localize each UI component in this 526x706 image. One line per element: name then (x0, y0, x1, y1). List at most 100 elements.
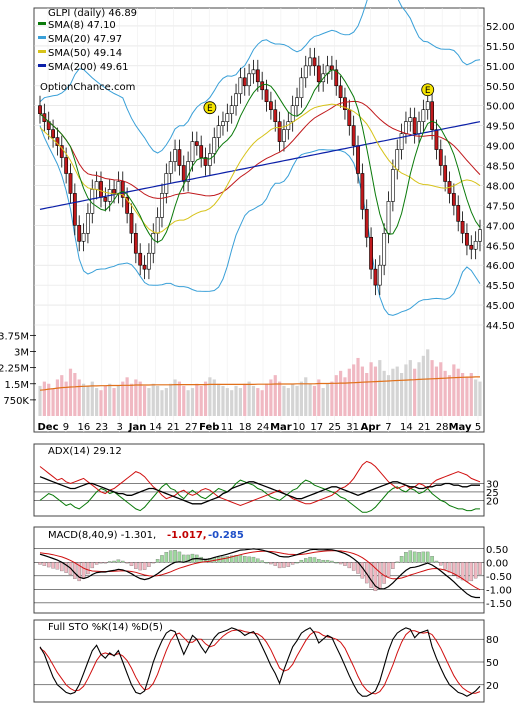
candle-body (312, 57, 317, 67)
candle-body (212, 137, 217, 154)
macd-histogram-bar (260, 560, 264, 563)
date-tick-label: 21 (167, 422, 180, 433)
volume-bar (304, 377, 308, 416)
date-tick-label: 27 (185, 422, 198, 433)
macd-histogram-bar (330, 560, 334, 563)
volume-tick-label: 3M (14, 348, 29, 359)
volume-bar (330, 381, 334, 416)
macd-tick-label: -1.00 (486, 585, 512, 596)
macd-histogram-bar (473, 562, 478, 579)
stochastic-tick-label: 20 (486, 681, 499, 692)
legend-entry: SMA(200) 49.61 (48, 62, 129, 73)
macd-histogram-bar (465, 562, 469, 582)
volume-bar (317, 379, 321, 416)
macd-histogram-bar (364, 562, 369, 584)
earnings-marker (421, 83, 435, 97)
volume-bar (81, 383, 86, 416)
candle-body (147, 252, 151, 270)
earnings-marker (203, 101, 217, 115)
macd-histogram-bar (86, 562, 90, 575)
candle-body (469, 244, 474, 250)
macd-label: MACD(8,40,9) -1.301, (48, 530, 156, 541)
macd-histogram-bar (290, 562, 295, 565)
stochastic-tick-label: 50 (486, 658, 499, 669)
volume-bar (121, 381, 125, 416)
macd-histogram-bar (456, 562, 460, 579)
volume-bar (286, 388, 290, 416)
candle-body (373, 268, 378, 286)
volume-bar (308, 383, 312, 416)
price-tick-label: 46.50 (486, 241, 515, 252)
volume-bar (395, 366, 399, 416)
date-tick-label: 16 (77, 422, 90, 433)
volume-bar (334, 375, 338, 416)
macd-histogram-bar (434, 560, 439, 563)
macd-histogram-bar (452, 562, 456, 576)
macd-histogram-bar (77, 562, 81, 582)
macd-histogram-bar (382, 562, 386, 584)
candle-body (251, 69, 256, 75)
macd-histogram-bar (129, 562, 134, 566)
macd-histogram-bar (151, 562, 156, 564)
macd-tick-label: 0.00 (486, 558, 508, 569)
candle-body (290, 105, 295, 122)
candle-body (120, 181, 125, 198)
macd-histogram-bar (134, 562, 138, 569)
volume-bar (108, 383, 112, 416)
date-tick-label: 25 (328, 422, 341, 433)
price-tick-label: 49.00 (486, 142, 515, 153)
price-tick-label: 49.50 (486, 122, 515, 133)
macd-histogram-bar (138, 562, 142, 571)
candle-body (364, 209, 369, 238)
volume-bar (278, 381, 282, 416)
candle-body (377, 264, 382, 286)
candle-body (478, 229, 482, 242)
candle-body (390, 169, 395, 202)
candle-body (434, 129, 439, 150)
macd-histogram-bar (142, 562, 147, 570)
candle-body (86, 213, 90, 234)
volume-bar (373, 366, 378, 416)
volume-bar (365, 373, 369, 416)
price-tick-label: 47.50 (486, 201, 515, 212)
macd-histogram-bar (460, 562, 465, 581)
price-tick-label: 44.50 (486, 321, 515, 332)
macd-histogram-bar (125, 562, 129, 564)
adx-tick-label: 20 (486, 496, 499, 507)
volume-bar (352, 364, 356, 416)
volume-bar (312, 385, 317, 416)
volume-bar (103, 385, 107, 416)
volume-bar (369, 362, 373, 416)
volume-bar (129, 383, 134, 416)
volume-bar (182, 385, 186, 416)
macd-histogram-bar (116, 559, 121, 563)
candle-body (151, 232, 156, 254)
volume-bar (208, 377, 212, 416)
date-tick-label: 24 (257, 422, 270, 433)
candle-body (356, 145, 360, 174)
date-tick-label: Mar (270, 422, 292, 433)
candle-body (203, 157, 208, 166)
candle-body (216, 125, 221, 138)
date-tick-label: 18 (239, 422, 252, 433)
price-tick-label: 52.00 (486, 22, 515, 33)
date-tick-label: 9 (63, 422, 69, 433)
macd-histogram-bar (177, 551, 182, 563)
macd-histogram-bar (360, 562, 365, 579)
candle-body (421, 109, 426, 122)
candle-body (343, 97, 347, 110)
macd-value-3: -0.285 (208, 530, 244, 541)
volume-bar (408, 360, 412, 416)
volume-bar (299, 381, 303, 416)
candle-body (456, 205, 461, 222)
macd-histogram-bar (439, 562, 443, 566)
macd-histogram-bar (90, 562, 95, 569)
macd-signal-line (39, 550, 481, 591)
candle-body (460, 221, 465, 234)
volume-bar (347, 368, 351, 416)
price-tick-label: 51.00 (486, 62, 515, 73)
volume-bar (156, 385, 160, 416)
volume-bar (273, 375, 277, 416)
macd-tick-label: 0.50 (486, 545, 508, 556)
